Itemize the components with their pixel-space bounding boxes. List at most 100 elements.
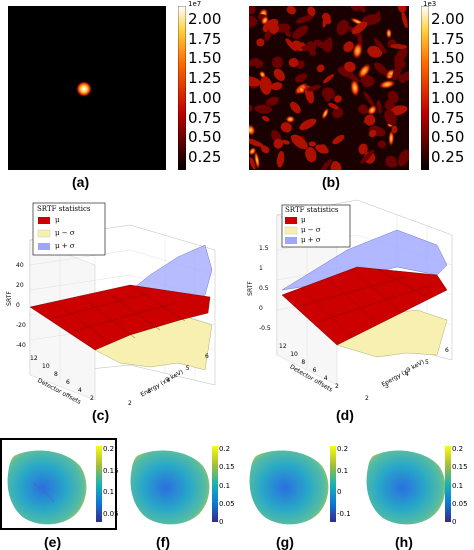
speckle-blob: [384, 109, 397, 126]
colorbar-tick: 1.75: [188, 29, 222, 48]
zlabel-c: SRTF: [5, 291, 13, 306]
colorbar-tick: 0.05: [452, 499, 468, 508]
colorbar-tick: 0: [219, 518, 224, 526]
legend-mu-minus-sigma-c: μ − σ: [55, 229, 75, 237]
speckle-image: [249, 6, 409, 170]
legend-title-d: SRTF statistics: [285, 206, 339, 214]
z-tick: 1.5: [259, 245, 269, 252]
speckle-blob: [307, 6, 316, 16]
y-tick: 3: [147, 388, 152, 396]
x-tick: 10: [290, 351, 298, 358]
colorbar-tick: 0.2: [219, 445, 231, 453]
caption-e: (e): [44, 534, 62, 550]
caption-c: (c): [92, 407, 110, 423]
speckle-blob: [392, 63, 402, 81]
z-tick: 1: [259, 265, 263, 272]
colorbar-tick: 0.2: [103, 445, 115, 453]
colorbar-tick: 0.05: [103, 510, 119, 518]
speckle-blob: [362, 77, 373, 88]
colorbar-g: [330, 446, 336, 522]
srtf-surface-plot-c: [29, 202, 216, 401]
speckle-blob: [373, 11, 381, 24]
panel-e: 0.2 0.15 0.1 0.05 (e): [0, 438, 119, 550]
panel-b: 1e3 2.00 1.75 1.50 1.25 1.00 0.75 0.50 0.25 (b): [237, 0, 474, 195]
legend-mu-plus-sigma-c: μ + σ: [55, 242, 75, 250]
speckle-blob: [397, 6, 407, 13]
speckle-blob: [390, 44, 408, 49]
colorbar-tick: 0.1: [337, 466, 349, 475]
speckle-blob: [321, 107, 330, 120]
colorbar-tick: 1.00: [188, 88, 222, 107]
colorbar-exponent-a: 1e7: [188, 0, 202, 8]
speckle-blob: [322, 74, 335, 84]
colorbar-tick: -0.1: [337, 510, 351, 518]
speckle-blob: [332, 134, 345, 145]
colorbar-a: [178, 6, 186, 170]
speckle-blob: [249, 76, 261, 87]
colorbar-tick: 0.2: [337, 445, 349, 453]
z-tick: -0.5: [259, 325, 271, 332]
x-tick: 12: [279, 343, 287, 350]
speckle-blob: [343, 70, 360, 83]
speckle-blob: [288, 57, 299, 68]
caption-h: (h): [395, 534, 413, 550]
speckle-blob: [377, 140, 386, 149]
speckle-blob: [271, 56, 284, 69]
y-tick: 4: [166, 376, 171, 384]
legend-mu-minus-sigma-d: μ − σ: [301, 226, 321, 234]
speckle-blob: [376, 99, 382, 114]
speckle-blob: [249, 147, 257, 156]
speckle-blob: [323, 38, 333, 53]
brain-surface-render: [130, 450, 210, 525]
colorbar-tick: 1.25: [188, 69, 222, 88]
panel-h: 0.2 0.15 0.1 0.05 0 (h): [357, 438, 474, 550]
speckle-blob: [351, 21, 368, 35]
legend-mu-d: μ: [301, 216, 306, 224]
caption-f: (f): [156, 534, 170, 550]
speckle-blob: [363, 91, 375, 108]
speckle-blob: [321, 87, 336, 100]
speckle-blob: [249, 58, 260, 67]
colorbar-tick: 0: [337, 488, 342, 497]
speckle-blob: [374, 38, 387, 54]
panel-e-frame: [0, 438, 117, 530]
brain-surface-render: [249, 450, 329, 525]
speckle-blob: [269, 24, 279, 34]
speckle-blob: [292, 40, 305, 52]
speckle-blob: [321, 12, 331, 21]
colorbar-tick: 2.00: [188, 10, 222, 28]
brain-surface-render: [7, 450, 87, 525]
speckle-blob: [265, 96, 280, 106]
speckle-blob: [368, 129, 377, 138]
speckle-blob: [297, 85, 306, 94]
speckle-blob: [296, 14, 314, 24]
colorbar-tick: 0.50: [188, 128, 222, 147]
caption-d: (d): [336, 407, 354, 423]
speckle-blob: [254, 150, 260, 170]
colorbar-tick: 0.15: [452, 463, 468, 472]
speckle-blob: [358, 143, 368, 155]
speckle-blob: [301, 45, 316, 51]
speckle-blob: [249, 6, 256, 15]
colorbar-tick: 0.50: [431, 128, 465, 147]
brain-surface-render: [366, 450, 446, 525]
speckle-blob: [336, 19, 349, 36]
colorbar-tick: 0.1: [452, 481, 464, 490]
speckle-blob: [398, 70, 409, 82]
y-tick: 5: [185, 364, 190, 372]
speckle-blob: [305, 146, 317, 163]
x-tick: 12: [30, 355, 38, 362]
speckle-blob: [319, 159, 332, 170]
speckle-blob: [292, 25, 309, 39]
speckle-blob: [273, 68, 285, 81]
speckle-blob: [295, 73, 307, 83]
speckle-blob: [260, 145, 270, 154]
legend-mu-c: μ: [55, 216, 60, 224]
speckle-blob: [306, 84, 321, 92]
colorbar-tick: 0.2: [452, 445, 464, 453]
speckle-blob: [276, 150, 285, 168]
speckle-blob: [299, 118, 317, 131]
speckle-blob: [391, 125, 398, 134]
speckle-blob: [286, 6, 296, 15]
panel-c: SRTF statistics μ μ − σ μ + σ SRTF 40 20 0…: [0, 195, 237, 435]
